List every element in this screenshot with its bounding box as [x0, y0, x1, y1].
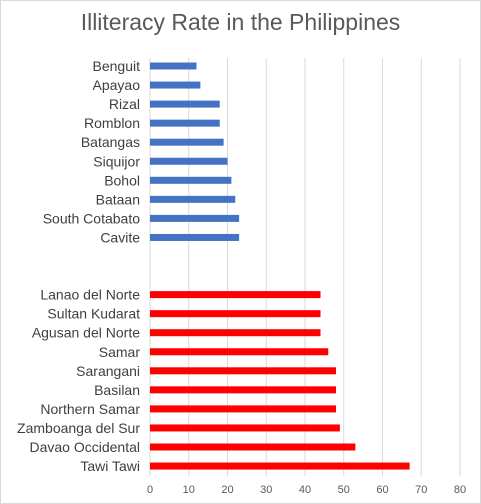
- bar: [150, 329, 321, 337]
- bar: [150, 119, 220, 127]
- x-tick-label: 10: [183, 484, 195, 496]
- x-tick-label: 70: [415, 484, 427, 496]
- category-label: South Cotabato: [43, 210, 141, 226]
- x-tick-label: 30: [260, 484, 272, 496]
- category-label: Tawi Tawi: [80, 458, 140, 474]
- bar: [150, 81, 201, 89]
- bar: [150, 138, 224, 146]
- category-label: Basilan: [94, 382, 140, 398]
- bar: [150, 233, 240, 241]
- x-tick-label: 50: [338, 484, 350, 496]
- chart-title: Illiteracy Rate in the Philippines: [80, 9, 401, 35]
- x-tick-label: 0: [147, 484, 153, 496]
- x-tick-label: 40: [299, 484, 311, 496]
- bar: [150, 157, 228, 165]
- bar: [150, 291, 321, 299]
- category-label: Batangas: [81, 134, 140, 150]
- bar: [150, 443, 356, 451]
- category-label: Zamboanga del Sur: [17, 420, 140, 436]
- bar: [150, 367, 336, 375]
- x-tick-label: 80: [454, 484, 466, 496]
- bar: [150, 386, 336, 394]
- category-label: Bataan: [96, 191, 140, 207]
- bar: [150, 348, 329, 356]
- bar: [150, 405, 336, 413]
- category-label: Davao Occidental: [29, 439, 140, 455]
- category-label: Siquijor: [93, 153, 140, 169]
- category-label: Rizal: [109, 96, 140, 112]
- category-label: Bohol: [104, 172, 140, 188]
- bar: [150, 176, 232, 184]
- bar: [150, 462, 410, 470]
- category-label: Agusan del Norte: [32, 325, 140, 341]
- category-label: Cavite: [100, 229, 140, 245]
- bar: [150, 195, 236, 203]
- bar: [150, 310, 321, 318]
- category-label: Sultan Kudarat: [47, 306, 140, 322]
- category-label: Apayao: [93, 77, 141, 93]
- category-label: Benguit: [93, 58, 141, 74]
- x-tick-label: 20: [221, 484, 233, 496]
- category-label: Northern Samar: [40, 401, 140, 417]
- category-label: Romblon: [84, 115, 140, 131]
- bar: [150, 100, 220, 108]
- category-label: Samar: [99, 344, 141, 360]
- x-tick-label: 60: [376, 484, 388, 496]
- bar: [150, 214, 240, 222]
- category-label: Sarangani: [76, 363, 140, 379]
- bar: [150, 62, 197, 70]
- bar: [150, 424, 340, 432]
- category-label: Lanao del Norte: [40, 287, 140, 303]
